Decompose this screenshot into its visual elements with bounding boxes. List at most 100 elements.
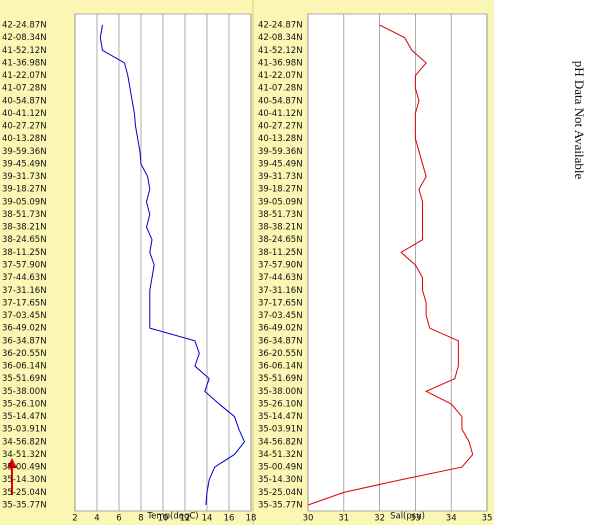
y-tick-label: 40-13.28N [2,134,47,144]
y-tick-label: 42-08.34N [2,33,47,43]
y-tick-label: 38-24.65N [258,235,303,245]
x-tick-label: 4 [94,514,99,524]
y-tick-label: 38-51.73N [258,210,303,220]
y-tick-label: 39-45.49N [2,159,47,169]
x-tick-label: 16 [224,514,235,524]
y-tick-label: 35-35.77N [2,501,47,511]
y-tick-label: 34-56.82N [2,437,47,447]
x-tick-label: 30 [303,514,314,524]
y-tick-label: 36-20.55N [2,349,47,359]
y-tick-label: 40-13.28N [258,134,303,144]
y-tick-label: 40-54.87N [258,96,303,106]
y-tick-label: 36-20.55N [258,349,303,359]
data-line [307,24,474,506]
y-tick-label: 38-38.21N [2,223,47,233]
y-tick-label: 37-44.63N [258,273,303,283]
y-tick-label: 38-11.25N [2,248,47,258]
y-tick-label: 41-36.98N [2,58,47,68]
y-tick-label: 37-31.16N [258,286,303,296]
x-tick-label: 35 [482,514,493,524]
y-tick-label: 39-18.27N [258,185,303,195]
y-tick-label: 35-14.30N [2,475,47,485]
y-tick-label: 35-38.00N [2,387,47,397]
y-tick-label: 40-41.12N [2,109,47,119]
y-tick-label: 39-18.27N [2,185,47,195]
y-tick-label: 41-22.07N [2,71,47,81]
y-tick-label: 40-54.87N [2,96,47,106]
y-tick-label: 37-57.90N [258,261,303,271]
y-tick-label: 41-52.12N [2,46,47,56]
x-tick-label: 2 [72,514,77,524]
y-tick-label: 35-26.10N [258,399,303,409]
y-tick-label: 42-08.34N [258,33,303,43]
arrow-head [7,458,17,468]
y-tick-label: 39-05.09N [258,197,303,207]
y-tick-label: 34-51.32N [2,450,47,460]
x-tick-label: 14 [202,514,213,524]
y-tick-label: 37-57.90N [2,261,47,271]
x-axis-label: Sal(psu) [390,512,425,522]
x-axis-label: Temp(degC) [146,512,198,522]
y-tick-label: 40-27.27N [258,122,303,132]
y-tick-label: 35-14.47N [258,412,303,422]
ph-note: pH Data Not Available [572,61,587,180]
y-tick-label: 39-59.36N [2,147,47,157]
y-tick-label: 35-26.10N [2,399,47,409]
x-tick-label: 34 [446,514,457,524]
x-tick-label: 31 [338,514,349,524]
y-tick-label: 41-22.07N [258,71,303,81]
y-tick-label: 34-56.82N [258,437,303,447]
y-tick-label: 36-06.14N [2,362,47,372]
y-tick-label: 35-35.77N [258,501,303,511]
y-tick-label: 39-05.09N [2,197,47,207]
x-tick-label: 33 [410,514,421,524]
y-tick-label: 35-00.49N [2,463,47,473]
y-tick-label: 40-41.12N [258,109,303,119]
y-tick-label: 42-24.87N [2,21,47,31]
plot-area [307,13,488,512]
y-tick-label: 38-11.25N [258,248,303,258]
y-tick-label: 41-36.98N [258,58,303,68]
y-tick-label: 38-38.21N [258,223,303,233]
y-tick-label: 37-31.16N [2,286,47,296]
data-line [99,24,245,506]
y-tick-label: 35-03.91N [2,425,47,435]
y-tick-label: 34-51.32N [258,450,303,460]
y-tick-label: 35-51.69N [2,374,47,384]
y-tick-label: 37-03.45N [2,311,47,321]
x-tick-label: 12 [180,514,191,524]
x-tick-label: 8 [138,514,143,524]
x-tick-label: 18 [246,514,257,524]
y-tick-label: 38-51.73N [2,210,47,220]
y-tick-label: 39-31.73N [2,172,47,182]
y-tick-label: 36-06.14N [258,362,303,372]
y-tick-label: 37-03.45N [258,311,303,321]
y-tick-label: 38-24.65N [2,235,47,245]
y-tick-label: 36-49.02N [258,324,303,334]
y-tick-label: 35-14.30N [258,475,303,485]
y-tick-label: 36-49.02N [2,324,47,334]
y-tick-label: 39-59.36N [258,147,303,157]
y-tick-label: 37-17.65N [258,298,303,308]
y-tick-label: 35-25.04N [2,488,47,498]
y-tick-label: 41-07.28N [258,84,303,94]
y-tick-label: 37-44.63N [2,273,47,283]
y-tick-label: 39-31.73N [258,172,303,182]
y-tick-label: 36-34.87N [2,336,47,346]
y-tick-label: 37-17.65N [2,298,47,308]
y-tick-label: 35-03.91N [258,425,303,435]
y-tick-label: 41-52.12N [258,46,303,56]
y-tick-label: 35-00.49N [258,463,303,473]
y-tick-label: 35-25.04N [258,488,303,498]
x-tick-label: 32 [374,514,385,524]
y-tick-label: 41-07.28N [2,84,47,94]
x-tick-label: 10 [158,514,169,524]
x-tick-label: 6 [116,514,121,524]
y-tick-label: 36-34.87N [258,336,303,346]
y-tick-label: 35-14.47N [2,412,47,422]
y-tick-label: 35-51.69N [258,374,303,384]
y-tick-label: 39-45.49N [258,159,303,169]
y-tick-label: 35-38.00N [258,387,303,397]
